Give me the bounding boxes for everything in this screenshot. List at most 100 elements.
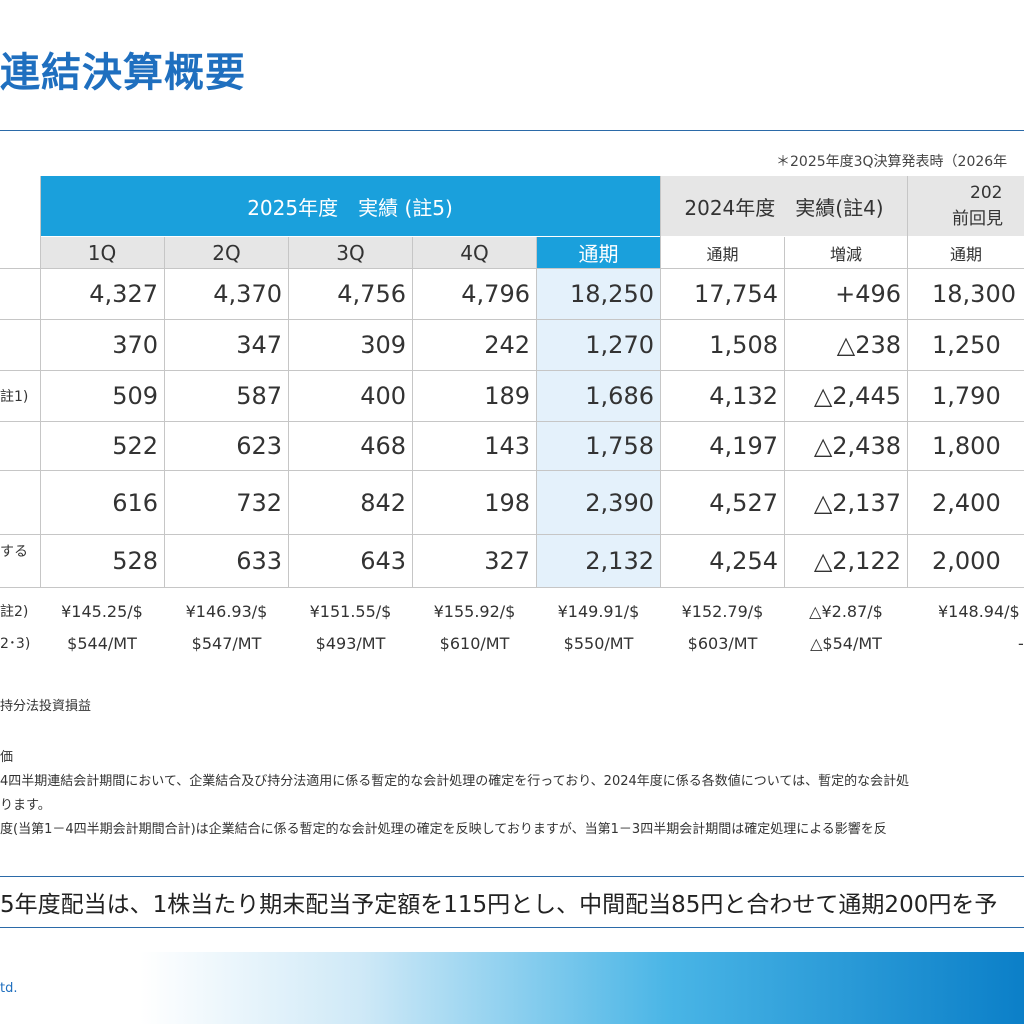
cell-r4-fcst: 2,400: [932, 488, 1001, 517]
cell-r0-q1: 4,327: [89, 280, 158, 308]
column-divider: [164, 237, 165, 587]
cell-r2-fcst: 1,790: [932, 382, 1001, 410]
row-divider: [0, 370, 1024, 371]
row-divider: [0, 534, 1024, 535]
row-label-r5: する: [0, 544, 28, 560]
cell-r5-fcst: 2,000: [932, 547, 1001, 575]
subheader-2q: 2Q: [165, 237, 288, 268]
row-divider: [0, 470, 1024, 471]
cell-r0-full: 18,250: [570, 280, 654, 308]
cell-fx-full: ¥149.91/$: [557, 601, 640, 621]
subheader-change: 増減: [785, 237, 907, 268]
cell-r3-q1: 522: [112, 432, 158, 460]
cell-r1-fcst: 1,250: [932, 331, 1001, 359]
cell-r0-q3: 4,756: [337, 280, 406, 308]
cell-r5-q1: 528: [112, 547, 158, 575]
subheader-2024-full: 通期: [661, 237, 784, 268]
row-divider: [0, 421, 1024, 422]
cell-r3-q2: 623: [236, 432, 282, 460]
subheader-forecast-full: 通期: [908, 237, 1024, 268]
page-title: 連結決算概要: [0, 50, 246, 96]
row-divider: [0, 587, 1024, 588]
subheader-3q: 3Q: [289, 237, 412, 268]
cell-price-chg: △$54/MT: [810, 633, 882, 653]
header-forecast: 202 前回見: [908, 176, 1024, 236]
cell-price-prev: $603/MT: [687, 633, 758, 653]
cell-r5-q4: 327: [484, 547, 530, 575]
row-divider: [0, 268, 1024, 269]
row-divider: [0, 319, 1024, 320]
cell-r1-q1: 370: [112, 331, 158, 359]
cell-r0-q2: 4,370: [213, 280, 282, 308]
dividend-statement: 5年度配当は、1株当たり期末配当予定額を115円とし、中間配当85円と合わせて通…: [0, 876, 1024, 928]
cell-price-full: $550/MT: [563, 633, 634, 653]
column-divider: [660, 176, 661, 587]
footer-copyright: td.: [0, 981, 18, 996]
cell-r0-fcst: 18,300: [932, 280, 1016, 308]
cell-r5-prev: 4,254: [709, 547, 778, 575]
cell-r3-chg: △2,438: [813, 432, 901, 460]
subheader-1q: 1Q: [40, 237, 164, 268]
cell-r0-chg: +496: [835, 280, 901, 308]
cell-fx-q1: ¥145.25/$: [61, 601, 143, 621]
cell-r3-q4: 143: [484, 432, 530, 460]
cell-r2-prev: 4,132: [709, 382, 778, 410]
cell-r1-chg: △238: [836, 331, 901, 359]
cell-r5-chg: △2,122: [813, 547, 901, 575]
column-divider: [907, 176, 908, 587]
cell-r5-q2: 633: [236, 547, 282, 575]
cell-r4-full: 2,390: [585, 488, 654, 517]
column-divider: [412, 237, 413, 587]
cell-r3-q3: 468: [360, 432, 406, 460]
cell-fx-fcst: ¥148.94/$: [938, 601, 1020, 621]
subheader-4q: 4Q: [413, 237, 536, 268]
cell-r1-prev: 1,508: [709, 331, 778, 359]
cell-r2-chg: △2,445: [813, 382, 901, 410]
header-2024-actual: 2024年度 実績(註4): [661, 176, 907, 236]
cell-r4-q2: 732: [236, 488, 282, 517]
header-forecast-line2: 前回見: [952, 209, 1003, 229]
cell-fx-q4: ¥155.92/$: [433, 601, 516, 621]
cell-r4-q3: 842: [360, 488, 406, 517]
footnote-3: 4四半期連結会計期間において、企業結合及び持分法適用に係る暫定的な会計処理の確定…: [0, 774, 910, 789]
cell-price-q1: $544/MT: [67, 633, 137, 653]
cell-r4-q4: 198: [484, 488, 530, 517]
announcement-note: ＊2025年度3Q決算発表時（2026年: [776, 154, 1008, 170]
row-label-price: 2･3): [0, 636, 31, 652]
cell-r3-prev: 4,197: [709, 432, 778, 460]
cell-price-fcst: -: [1018, 633, 1024, 653]
header-2025-actual: 2025年度 実績 (註5): [40, 176, 660, 236]
cell-r4-chg: △2,137: [813, 488, 901, 517]
cell-price-q4: $610/MT: [439, 633, 510, 653]
title-divider: [0, 130, 1024, 131]
column-divider: [288, 237, 289, 587]
cell-fx-q3: ¥151.55/$: [309, 601, 392, 621]
column-divider: [40, 176, 41, 587]
cell-r0-prev: 17,754: [694, 280, 778, 308]
cell-r2-q1: 509: [112, 382, 158, 410]
cell-r2-q2: 587: [236, 382, 282, 410]
footer-gradient-bar: [140, 952, 1024, 1024]
cell-r1-q2: 347: [236, 331, 282, 359]
header-forecast-line1: 202: [970, 183, 1003, 203]
cell-r5-full: 2,132: [585, 547, 654, 575]
cell-r5-q3: 643: [360, 547, 406, 575]
column-divider: [536, 237, 537, 587]
subheader-2025-full: 通期: [537, 237, 660, 268]
cell-fx-q2: ¥146.93/$: [185, 601, 268, 621]
cell-r3-fcst: 1,800: [932, 432, 1001, 460]
cell-fx-prev: ¥152.79/$: [681, 601, 764, 621]
row-label-r2: 註1): [0, 389, 29, 405]
cell-r4-q1: 616: [112, 488, 158, 517]
row-label-fx: 註2): [0, 604, 29, 620]
dividend-text: 5年度配当は、1株当たり期末配当予定額を115円とし、中間配当85円と合わせて通…: [0, 892, 998, 918]
footnote-5: 度(当第1－4四半期会計期間合計)は企業結合に係る暫定的な会計処理の確定を反映し…: [0, 822, 887, 837]
footnote-2: 価: [0, 750, 14, 765]
cell-r1-full: 1,270: [585, 331, 654, 359]
cell-r4-prev: 4,527: [709, 488, 778, 517]
cell-r0-q4: 4,796: [461, 280, 530, 308]
cell-r2-full: 1,686: [585, 382, 654, 410]
cell-r1-q3: 309: [360, 331, 406, 359]
cell-r3-full: 1,758: [585, 432, 654, 460]
